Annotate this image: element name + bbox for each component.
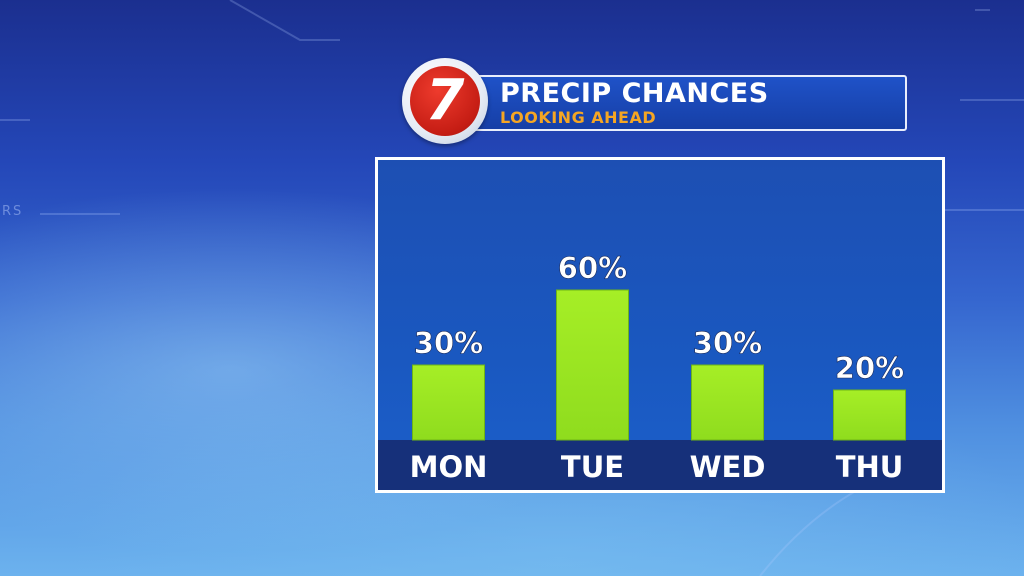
logo-number: 7 bbox=[425, 68, 465, 133]
data-label-thu: 20% bbox=[835, 351, 904, 385]
data-label-wed: 30% bbox=[693, 326, 762, 360]
bar-wed bbox=[691, 364, 764, 441]
bar-mon bbox=[412, 364, 485, 441]
bar-thu bbox=[833, 389, 906, 441]
category-label-thu: THU bbox=[836, 450, 904, 484]
category-label-wed: WED bbox=[690, 450, 766, 484]
data-label-tue: 60% bbox=[558, 251, 627, 285]
background-text-mark: RS bbox=[2, 204, 24, 219]
category-label-band bbox=[378, 440, 942, 490]
category-label-tue: TUE bbox=[561, 450, 624, 484]
logo-red-disc: 7 bbox=[410, 66, 480, 136]
channel-7-logo: 7 bbox=[402, 58, 488, 144]
graphic-header: PRECIP CHANCES LOOKING AHEAD 7 bbox=[402, 58, 907, 148]
chart-title: PRECIP CHANCES bbox=[500, 78, 769, 109]
precip-bar-chart: 30% MON 60% TUE 30% WED 20% THU bbox=[378, 251, 942, 490]
category-label-mon: MON bbox=[410, 450, 488, 484]
bar-tue bbox=[556, 289, 629, 441]
chart-subtitle: LOOKING AHEAD bbox=[500, 108, 657, 127]
data-label-mon: 30% bbox=[414, 326, 483, 360]
chart-panel: 30% MON 60% TUE 30% WED 20% THU bbox=[375, 157, 945, 493]
